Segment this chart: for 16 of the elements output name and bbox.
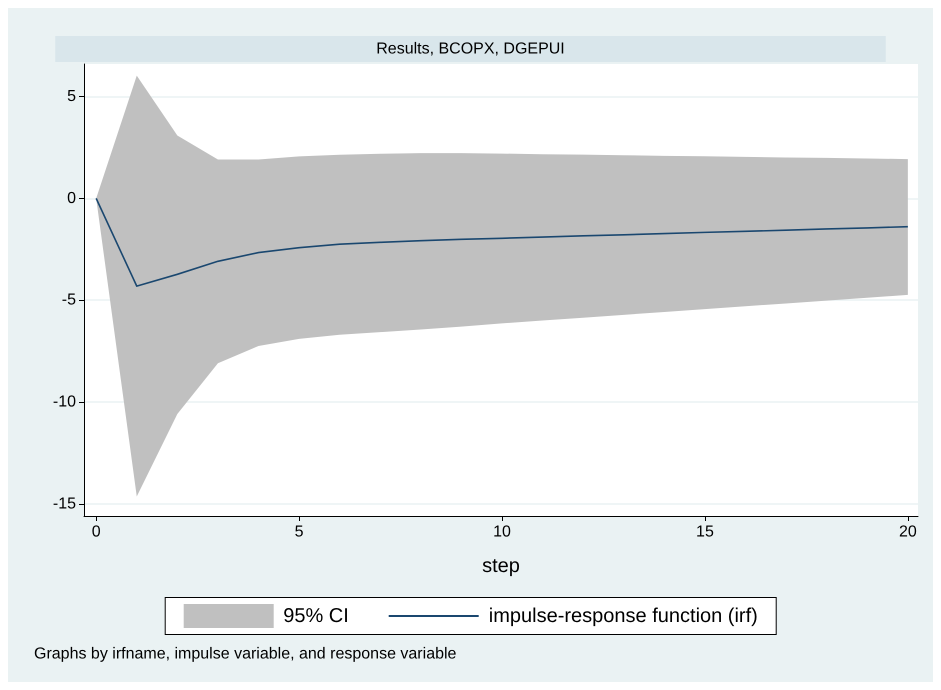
y-tick-label: 0 xyxy=(67,190,76,207)
y-tick-label: 5 xyxy=(67,88,76,106)
y-tick-label: -15 xyxy=(52,495,76,512)
text: Graphs by irfname, impulse variable, and response variable xyxy=(34,646,457,662)
y-tick-label: -5 xyxy=(62,292,76,309)
chart-title: Results, BCOPX, DGEPUI xyxy=(376,40,565,58)
x-tick-label: 15 xyxy=(696,524,714,540)
x-tick-label: 20 xyxy=(898,524,917,540)
legend-label: impulse-response function (irf) xyxy=(488,604,758,628)
x-axis-title: step xyxy=(482,555,520,577)
line-series xyxy=(95,198,909,287)
x-tick-label: 10 xyxy=(493,524,512,540)
text: 95% CI xyxy=(283,604,349,628)
x-tick-label: 5 xyxy=(294,524,304,540)
x-tick-label: 0 xyxy=(92,524,101,540)
y-tick-label: -10 xyxy=(52,393,76,410)
